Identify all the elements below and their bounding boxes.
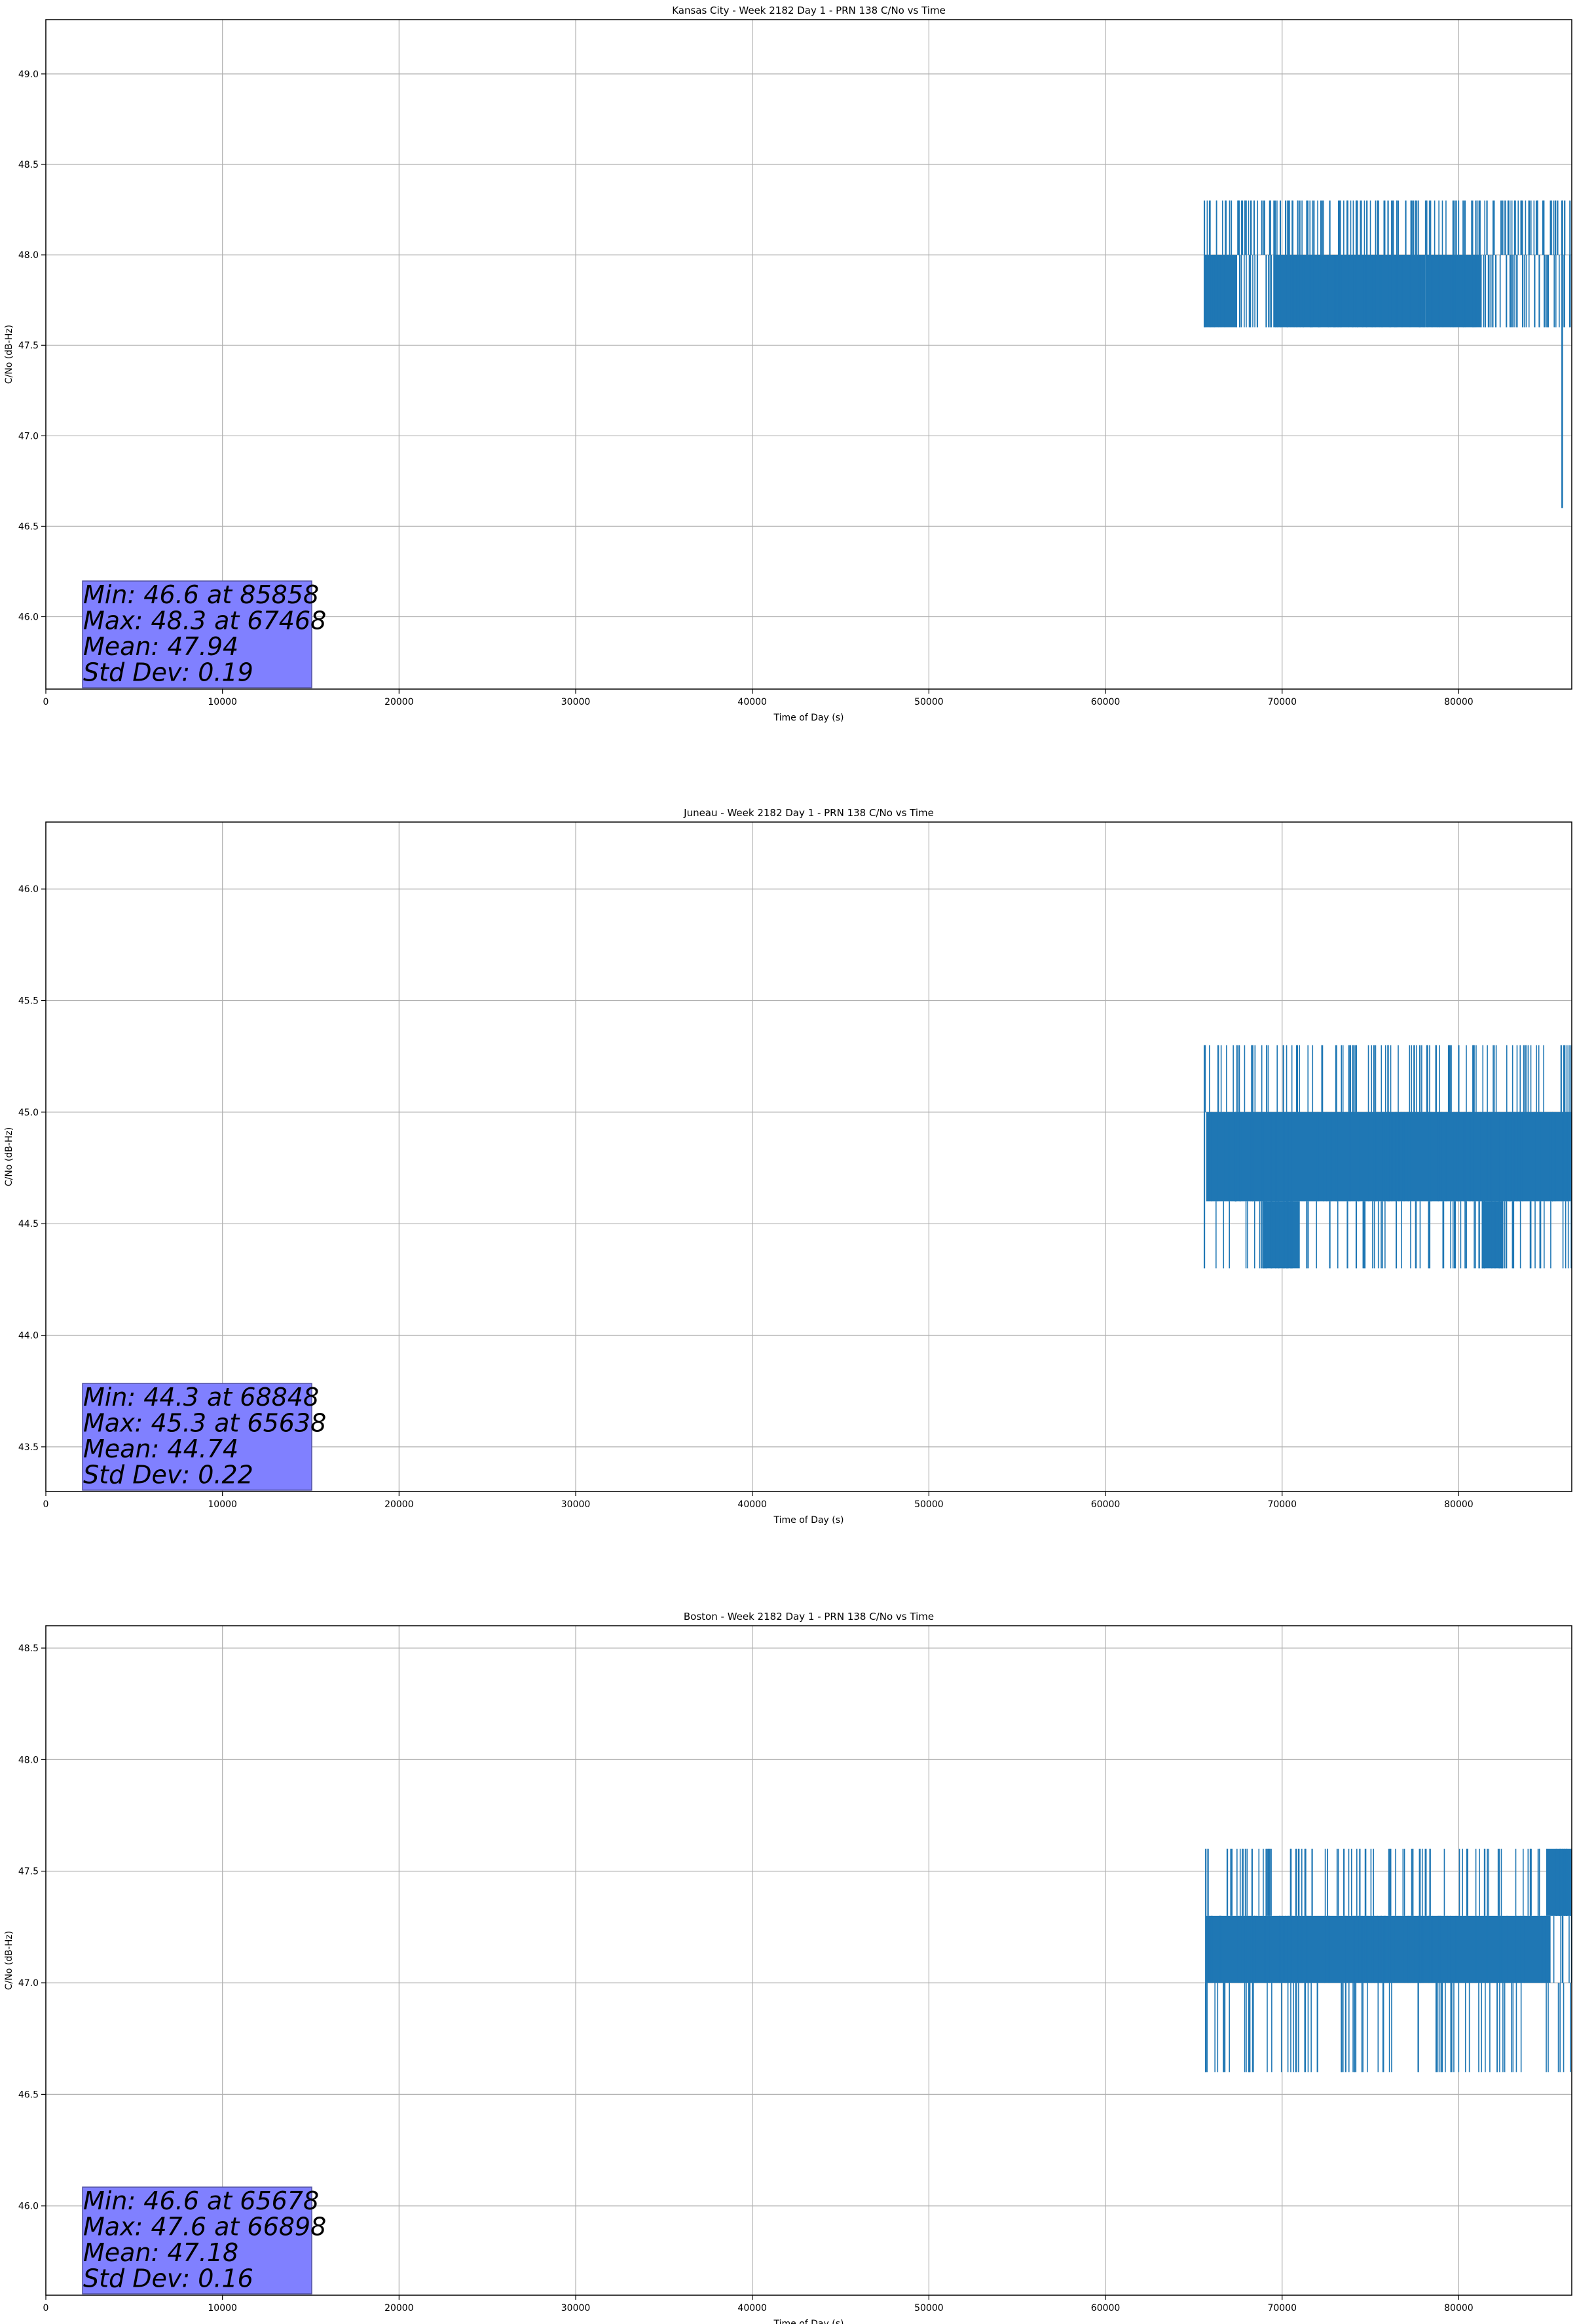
x-tick-label: 50000 xyxy=(914,1499,944,1510)
y-axis-label: C/No (dB-Hz) xyxy=(4,1127,14,1186)
x-tick-label: 20000 xyxy=(384,2303,414,2314)
x-tick-label: 60000 xyxy=(1091,1499,1121,1510)
y-tick-label: 44.5 xyxy=(18,1219,39,1229)
axes-frame xyxy=(45,1625,1572,2296)
series-band xyxy=(1263,1201,1300,1269)
x-tick-label: 0 xyxy=(43,2303,49,2314)
series-line xyxy=(1205,1848,1572,2072)
stats-line: Min: 44.3 at 68848 xyxy=(83,1383,319,1412)
y-tick-label: 47.0 xyxy=(18,1978,39,1989)
x-tick-label: 10000 xyxy=(208,697,237,707)
x-tick-label: 70000 xyxy=(1267,697,1297,707)
axes-frame xyxy=(45,821,1572,1492)
x-tick-label: 80000 xyxy=(1444,1499,1474,1510)
y-tick-label: 45.5 xyxy=(18,996,39,1007)
y-tick-label: 48.5 xyxy=(18,1643,39,1654)
y-axis-label: C/No (dB-Hz) xyxy=(4,1931,14,1990)
x-tick-label: 40000 xyxy=(737,1499,767,1510)
stats-line: Std Dev: 0.22 xyxy=(83,1461,253,1490)
x-tick-label: 30000 xyxy=(561,697,591,707)
stats-line: Min: 46.6 at 85858 xyxy=(83,580,319,609)
stats-line: Mean: 44.74 xyxy=(83,1434,238,1463)
series-band xyxy=(1204,255,1236,328)
x-tick-label: 80000 xyxy=(1444,697,1474,707)
x-tick-label: 10000 xyxy=(208,2303,237,2314)
series-band xyxy=(1206,1915,1551,1983)
x-tick-label: 30000 xyxy=(561,1499,591,1510)
y-tick-label: 46.5 xyxy=(18,2090,39,2100)
stats-line: Std Dev: 0.19 xyxy=(83,658,253,687)
chart-title: Boston - Week 2182 Day 1 - PRN 138 C/No … xyxy=(684,1611,934,1622)
x-tick-label: 60000 xyxy=(1091,697,1121,707)
stats-box xyxy=(82,2186,312,2295)
x-tick-label: 70000 xyxy=(1267,1499,1297,1510)
stats-line: Mean: 47.94 xyxy=(83,632,238,661)
stats-line: Max: 48.3 at 67468 xyxy=(83,607,326,635)
y-tick-label: 49.0 xyxy=(18,69,39,80)
stats-line: Max: 45.3 at 65638 xyxy=(83,1409,326,1438)
x-axis-label: Time of Day (s) xyxy=(773,2319,844,2324)
x-tick-label: 30000 xyxy=(561,2303,591,2314)
y-axis-label: C/No (dB-Hz) xyxy=(4,325,14,384)
chart-title: Kansas City - Week 2182 Day 1 - PRN 138 … xyxy=(672,5,946,16)
x-tick-label: 50000 xyxy=(914,697,944,707)
y-tick-label: 46.5 xyxy=(18,521,39,532)
y-tick-label: 44.0 xyxy=(18,1331,39,1341)
y-tick-label: 48.5 xyxy=(18,160,39,170)
series-band xyxy=(1273,255,1426,328)
x-tick-label: 40000 xyxy=(737,697,767,707)
stats-line: Max: 47.6 at 66898 xyxy=(83,2213,326,2241)
x-tick-label: 60000 xyxy=(1091,2303,1121,2314)
x-axis-label: Time of Day (s) xyxy=(773,1515,844,1526)
chart-title: Juneau - Week 2182 Day 1 - PRN 138 C/No … xyxy=(683,807,934,819)
x-tick-label: 40000 xyxy=(737,2303,767,2314)
x-axis-label: Time of Day (s) xyxy=(773,713,844,723)
x-tick-label: 70000 xyxy=(1267,2303,1297,2314)
y-tick-label: 45.0 xyxy=(18,1108,39,1118)
x-tick-label: 20000 xyxy=(384,1499,414,1510)
x-tick-label: 0 xyxy=(43,697,49,707)
stats-line: Mean: 47.18 xyxy=(83,2238,238,2267)
x-tick-label: 80000 xyxy=(1444,2303,1474,2314)
plot-boston: Boston - Week 2182 Day 1 - PRN 138 C/No … xyxy=(4,1611,1572,2324)
y-tick-label: 43.5 xyxy=(18,1442,39,1453)
x-tick-label: 10000 xyxy=(208,1499,237,1510)
series-line xyxy=(1203,200,1571,508)
y-tick-label: 46.0 xyxy=(18,2202,39,2212)
plot-juneau: Juneau - Week 2182 Day 1 - PRN 138 C/No … xyxy=(4,807,1572,1526)
stats-line: Std Dev: 0.16 xyxy=(83,2264,253,2293)
y-tick-label: 47.0 xyxy=(18,431,39,441)
stats-box xyxy=(82,1383,312,1491)
y-tick-label: 46.0 xyxy=(18,884,39,895)
x-tick-label: 0 xyxy=(43,1499,49,1510)
plot-kansas-city: Kansas City - Week 2182 Day 1 - PRN 138 … xyxy=(4,5,1572,723)
y-tick-label: 48.0 xyxy=(18,250,39,261)
stats-box xyxy=(82,580,312,688)
y-tick-label: 47.5 xyxy=(18,1867,39,1877)
x-tick-label: 20000 xyxy=(384,697,414,707)
y-tick-label: 48.0 xyxy=(18,1755,39,1765)
axes-frame xyxy=(45,19,1572,690)
series-line xyxy=(1203,1045,1572,1269)
x-tick-label: 50000 xyxy=(914,2303,944,2314)
stats-line: Min: 46.6 at 65678 xyxy=(83,2186,319,2215)
y-tick-label: 46.0 xyxy=(18,612,39,623)
y-tick-label: 47.5 xyxy=(18,341,39,351)
